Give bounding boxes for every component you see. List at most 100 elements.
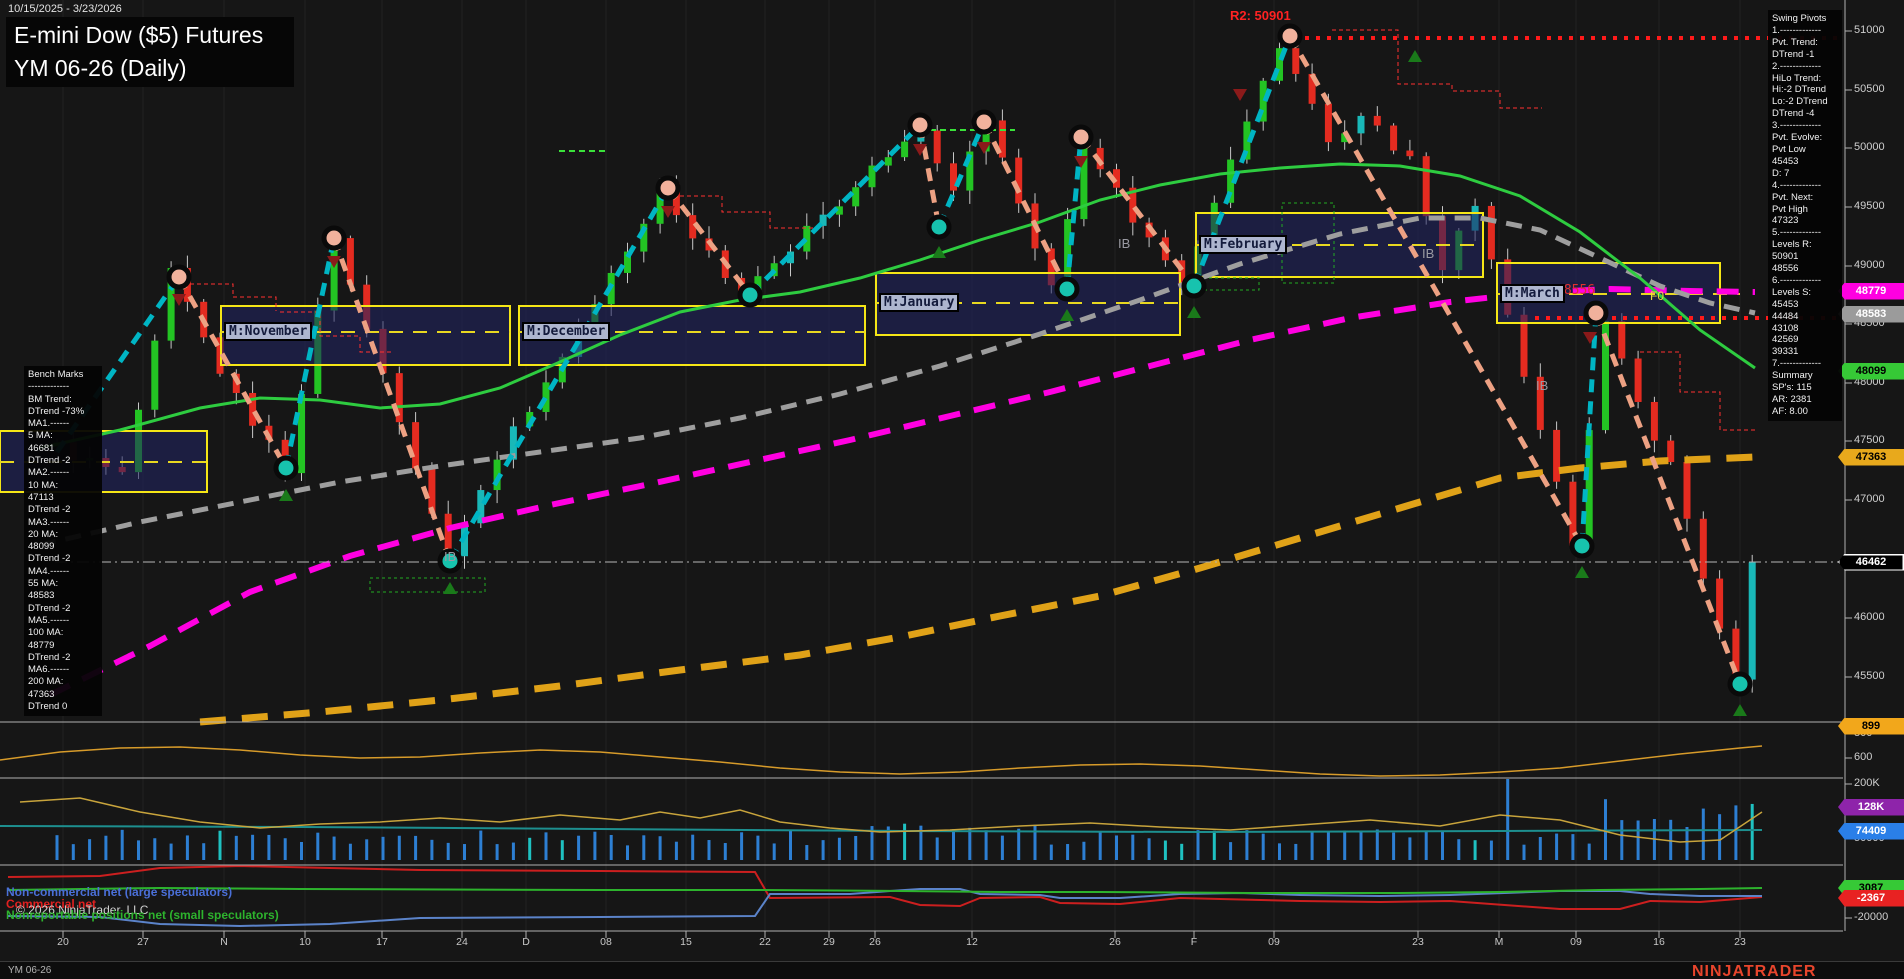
- candle-body[interactable]: [444, 513, 452, 557]
- candle-body[interactable]: [640, 223, 648, 252]
- candle-body[interactable]: [1683, 462, 1691, 519]
- candle-body[interactable]: [1390, 125, 1398, 151]
- candle-body[interactable]: [1732, 628, 1740, 680]
- candle-body[interactable]: [1520, 314, 1528, 377]
- swing-low-marker[interactable]: [1181, 273, 1207, 299]
- candle-body[interactable]: [1259, 80, 1267, 122]
- candle-body[interactable]: [754, 276, 762, 292]
- month-box-label[interactable]: M:January: [879, 293, 960, 312]
- candle-body[interactable]: [1422, 156, 1430, 217]
- candle-body[interactable]: [1667, 440, 1675, 463]
- price-tag-48779: 48779: [1838, 282, 1904, 300]
- candle-body[interactable]: [1015, 157, 1023, 204]
- swing-pivots-panel[interactable]: Swing Pivots 1.------------- Pvt. Trend: DT…: [1768, 10, 1842, 421]
- candle-body[interactable]: [1243, 121, 1251, 160]
- swing-low-marker[interactable]: [737, 282, 763, 308]
- month-box-label[interactable]: M:November: [224, 322, 313, 341]
- swing-low-marker[interactable]: [1727, 671, 1753, 697]
- bench-marks-panel[interactable]: Bench Marks ------------- BM Trend: DTrend …: [24, 366, 102, 717]
- swing-low-marker[interactable]: [926, 214, 952, 240]
- month-box-label[interactable]: M:March: [1500, 284, 1565, 303]
- candle-body[interactable]: [526, 412, 534, 427]
- candle-body[interactable]: [1585, 430, 1593, 546]
- swing-high-marker[interactable]: [166, 264, 192, 290]
- candle-body[interactable]: [1324, 103, 1332, 143]
- candle-body[interactable]: [412, 422, 420, 469]
- candle-body[interactable]: [346, 238, 354, 285]
- candle-body[interactable]: [852, 187, 860, 207]
- candle-body[interactable]: [330, 238, 338, 311]
- candle-body[interactable]: [998, 120, 1006, 158]
- volume-bar: [185, 835, 189, 860]
- candle-body[interactable]: [1634, 358, 1642, 402]
- swing-low-marker[interactable]: [1054, 276, 1080, 302]
- candle-body[interactable]: [428, 468, 436, 514]
- candle-body[interactable]: [656, 183, 664, 224]
- candle-body[interactable]: [509, 426, 517, 460]
- swing-low-marker[interactable]: [1569, 533, 1595, 559]
- candle-body[interactable]: [933, 130, 941, 164]
- candle-body[interactable]: [1618, 321, 1626, 359]
- swing-low-marker[interactable]: [437, 548, 463, 574]
- swing-high-marker[interactable]: [1068, 124, 1094, 150]
- swing-high-marker[interactable]: [971, 109, 997, 135]
- candle-body[interactable]: [1553, 429, 1561, 482]
- candle-body[interactable]: [1569, 481, 1577, 546]
- candle-body[interactable]: [1178, 260, 1186, 287]
- volume-bar: [1522, 844, 1526, 860]
- candle-body[interactable]: [1308, 73, 1316, 104]
- candle-body[interactable]: [1047, 248, 1055, 286]
- candle-body[interactable]: [966, 151, 974, 191]
- candle-body[interactable]: [1699, 518, 1707, 579]
- candle-body[interactable]: [672, 183, 680, 216]
- candle-body[interactable]: [901, 141, 909, 158]
- candle-body[interactable]: [167, 268, 175, 341]
- candle-body[interactable]: [819, 214, 827, 226]
- month-box-label[interactable]: M:February: [1199, 235, 1288, 254]
- swing-high-marker[interactable]: [655, 175, 681, 201]
- volume-bar: [593, 831, 597, 860]
- candle-body[interactable]: [477, 490, 485, 524]
- candle-body[interactable]: [1373, 115, 1381, 126]
- candle-body[interactable]: [982, 120, 990, 152]
- volume-bar: [316, 832, 320, 860]
- candle-body[interactable]: [950, 163, 957, 191]
- candle-body[interactable]: [1487, 205, 1495, 260]
- candle-body[interactable]: [151, 340, 159, 410]
- swing-high-marker[interactable]: [321, 225, 347, 251]
- candle-body[interactable]: [395, 373, 403, 423]
- candle-body[interactable]: [1748, 562, 1756, 680]
- candle-body[interactable]: [1227, 159, 1235, 203]
- swing-high-marker[interactable]: [907, 112, 933, 138]
- candle-body[interactable]: [1602, 321, 1609, 431]
- candle-body[interactable]: [803, 225, 811, 252]
- candle-body[interactable]: [1276, 48, 1283, 81]
- candle-body[interactable]: [624, 251, 631, 273]
- candle-body[interactable]: [1341, 133, 1349, 143]
- candle-body[interactable]: [884, 157, 892, 166]
- candle-body[interactable]: [249, 392, 257, 426]
- candle-body[interactable]: [542, 382, 550, 413]
- candle-body[interactable]: [1650, 401, 1658, 441]
- swing-high-marker[interactable]: [1583, 300, 1609, 326]
- candle-body[interactable]: [1357, 115, 1365, 134]
- candle-body[interactable]: [493, 459, 501, 491]
- swing-low-marker[interactable]: [273, 455, 299, 481]
- candle-body[interactable]: [689, 215, 697, 239]
- candle-body[interactable]: [835, 206, 843, 215]
- candle-body[interactable]: [1292, 48, 1300, 74]
- candle-body[interactable]: [1129, 187, 1137, 223]
- month-box-label[interactable]: M:December: [522, 322, 611, 341]
- candle-body[interactable]: [1406, 150, 1414, 157]
- time-axis-tick-label: 20: [57, 936, 69, 948]
- candle-body[interactable]: [1080, 147, 1088, 220]
- candle-body[interactable]: [868, 165, 876, 188]
- candle-body[interactable]: [770, 263, 778, 277]
- candle-body[interactable]: [1113, 169, 1120, 188]
- candle-body[interactable]: [1064, 219, 1072, 286]
- swing-high-marker[interactable]: [1277, 23, 1303, 49]
- candle-body[interactable]: [1716, 578, 1724, 629]
- candle-body[interactable]: [298, 393, 305, 474]
- candle-body[interactable]: [1536, 376, 1544, 430]
